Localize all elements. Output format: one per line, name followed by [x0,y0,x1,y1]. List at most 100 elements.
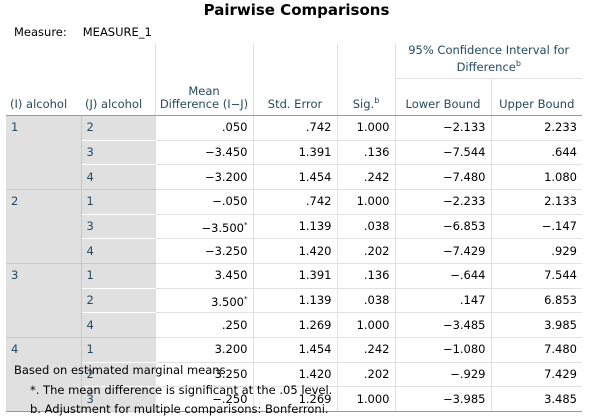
cell-sig: .136 [336,263,395,289]
cell-mean-difference: −.250 [154,386,253,413]
cell-lower-bound: −1.080 [394,337,491,363]
mean-difference-value: −3.500 [201,220,244,235]
pairwise-comparisons-table: (I) alcohol (J) alcohol Mean Difference … [6,44,582,413]
mean-difference-value: 3.450 [214,268,248,283]
mean-difference-value: 3.500 [211,294,244,309]
header-upper-bound: Upper Bound [490,78,582,116]
cell-mean-difference: .050 [154,115,253,141]
cell-lower-bound: −3.485 [394,312,491,339]
cell-upper-bound: 2.133 [490,189,582,215]
cell-lower-bound: −2.233 [394,189,491,215]
cell-mean-difference: 3.200 [154,337,253,363]
cell-upper-bound: 3.985 [490,312,582,339]
cell-upper-bound: 7.429 [490,362,582,388]
header-sig-footnote-marker: b [374,96,380,105]
cell-sig: 1.000 [336,115,395,141]
cell-sig: 1.000 [336,386,395,413]
table-row: 4 .250 1.269 1.000 −3.485 3.985 [6,312,582,339]
cell-mean-difference: 3.450 [154,263,253,289]
row-header-j-alcohol: 2 [81,288,155,314]
cell-mean-difference: −3.200 [154,164,253,190]
cell-upper-bound: 3.485 [490,386,582,413]
cell-upper-bound: 6.853 [490,288,582,314]
header-lower-bound: Lower Bound [394,78,491,116]
cell-std-error: 1.139 [252,214,337,240]
row-header-j-alcohol: 2 [81,115,155,141]
header-confidence-interval: 95% Confidence Interval for Differenceb [394,44,582,79]
row-header-j-alcohol: 1 [81,189,155,215]
table-row: 3 −3.500* 1.139.038 −6.853 −.147 [6,214,582,240]
row-header-j-alcohol: 4 [81,312,155,339]
mean-difference-value: .050 [221,120,248,135]
cell-sig: .242 [336,337,395,363]
significance-marker: * [244,294,248,303]
row-header-j-alcohol: 1 [81,263,155,289]
measure-line: Measure: MEASURE_1 [14,25,152,39]
cell-sig: .202 [336,362,395,388]
significance-marker: * [244,220,248,229]
mean-difference-value: 3.250 [214,367,248,382]
row-header-i-alcohol: 4 [6,337,82,413]
header-j-alcohol: (J) alcohol [81,44,155,116]
header-mean-difference: Mean Difference (I−J) [154,44,253,116]
mean-difference-value: −.250 [212,391,248,406]
row-header-j-alcohol: 4 [81,238,155,264]
mean-difference-value: .250 [221,317,248,332]
cell-mean-difference: −3.500* [154,214,253,240]
cell-lower-bound: −7.544 [394,140,491,166]
table-row: 2 3.250 1.420.202 −.929 7.429 [6,362,582,388]
mean-difference-value: −3.450 [204,144,248,159]
measure-label: Measure: [14,25,67,39]
cell-mean-difference: 3.500* [154,288,253,314]
cell-upper-bound: 1.080 [490,164,582,190]
cell-std-error: 1.391 [252,263,337,289]
table-row: 3 1 3.450 1.391.136 −.644 7.544 [6,263,582,339]
comparisons-body: 1 2.050.742 1.000 −2.133 2.233 3 −3.450 1.391.1… [6,115,582,413]
cell-upper-bound: 7.480 [490,337,582,363]
footnote-significance: *. The mean difference is significant at… [30,382,333,397]
cell-upper-bound: 2.233 [490,115,582,141]
cell-lower-bound: −3.985 [394,386,491,413]
cell-lower-bound: .147 [394,288,491,314]
cell-upper-bound: .929 [490,238,582,264]
table-row: 3 −.250 1.269 1.000 −3.985 3.485 [6,386,582,413]
cell-lower-bound: −7.429 [394,238,491,264]
footnote-adjustment: b. Adjustment for multiple comparisons: … [30,402,329,416]
cell-sig: .202 [336,238,395,264]
mean-difference-value: −3.250 [204,243,248,258]
table-row: 3 −3.450 1.391.136 −7.544.644 [6,140,582,166]
cell-lower-bound: −2.133 [394,115,491,141]
cell-lower-bound: −6.853 [394,214,491,240]
cell-upper-bound: 7.544 [490,263,582,289]
header-ci-footnote-marker: b [515,59,521,68]
table-row: 4 −3.200 1.454.242 −7.480 1.080 [6,164,582,190]
cell-lower-bound: −7.480 [394,164,491,190]
table-row: 4 −3.250 1.420.202 −7.429.929 [6,238,582,264]
cell-sig: .242 [336,164,395,190]
header-sig: Sig.b [336,44,395,116]
cell-std-error: 1.420 [252,238,337,264]
row-header-i-alcohol: 2 [6,189,82,264]
cell-sig: .038 [336,288,395,314]
footnote-basis: Based on estimated marginal means [14,363,226,377]
cell-mean-difference: .250 [154,312,253,339]
table-row: 4 1 3.200 1.454.242 −1.080 7.480 [6,337,582,413]
row-header-j-alcohol: 4 [81,164,155,190]
table-row: 2 1 −.050 .742 1.000 −2.233 2.133 [6,189,582,264]
table-row: 1 2 .050 .742 1.000 −2.133 2.233 [6,115,582,190]
cell-std-error: 1.391 [252,140,337,166]
cell-mean-difference: −3.250 [154,238,253,264]
mean-difference-value: −3.200 [204,169,248,184]
cell-std-error: 1.139 [252,288,337,314]
table-row: 2 3.500* 1.139.038.147 6.853 [6,288,582,314]
cell-std-error: .742 [252,189,337,215]
row-header-j-alcohol: 2 [81,362,155,388]
cell-std-error: 1.269 [252,312,337,339]
cell-mean-difference: −.050 [154,189,253,215]
row-header-j-alcohol: 1 [81,337,155,363]
header-sig-label: Sig. [352,96,375,111]
cell-sig: 1.000 [336,312,395,339]
cell-upper-bound: .644 [490,140,582,166]
mean-difference-value: −.050 [212,194,248,209]
cell-sig: .038 [336,214,395,240]
